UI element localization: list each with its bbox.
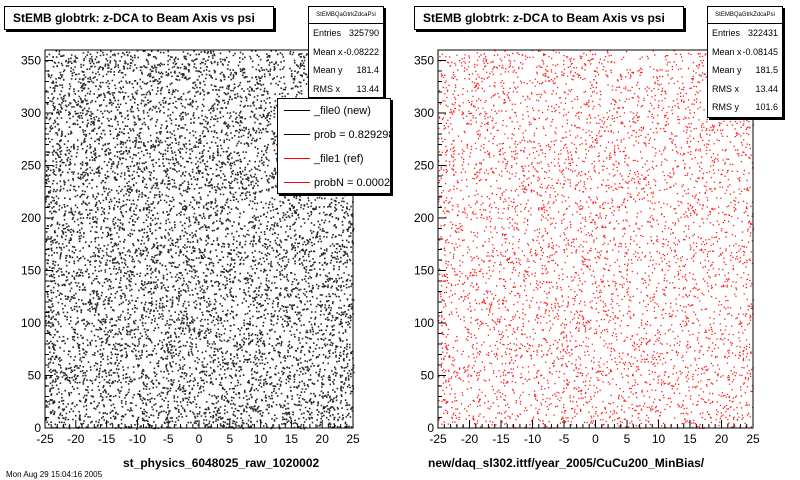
y-tick-label-0-1: 50: [28, 369, 42, 383]
x-tick-label-0-7: 10: [254, 432, 268, 446]
x-tick-label-1-8: 15: [683, 432, 697, 446]
y-tick-label-0-0: 0: [34, 421, 41, 435]
x-tick-label-0-0: -25: [36, 432, 54, 446]
x-tick-label-0-8: 15: [285, 432, 299, 446]
right-stats-meany-row: Mean y 181.5: [712, 65, 778, 75]
right-stats-entries-row: Entries 322431: [712, 28, 778, 38]
footer-timestamp: Mon Aug 29 15:04:16 2005: [6, 470, 103, 479]
legend-line-file1: [284, 158, 310, 159]
x-tick-label-1-9: 20: [715, 432, 729, 446]
legend-entry-file0: _file0 (new): [278, 99, 390, 123]
y-tick-label-0-2: 100: [21, 316, 41, 330]
y-tick-label-1-0: 0: [427, 421, 434, 435]
scatter-points-1: [438, 50, 755, 430]
right-stats-rmsy-row: RMS y 101.6: [712, 102, 778, 112]
x-tick-label-1-10: 25: [746, 432, 760, 446]
left-legend: _file0 (new) prob = 0.829298 _file1 (ref…: [277, 98, 391, 194]
left-chart-title: StEMB globtrk: z-DCA to Beam Axis vs psi: [4, 6, 274, 30]
x-tick-label-0-9: 20: [316, 432, 330, 446]
scatter-density-1: [438, 50, 755, 430]
x-tick-label-0-3: -10: [129, 432, 147, 446]
right-chart-title: StEMB globtrk: z-DCA to Beam Axis vs psi: [414, 6, 684, 30]
right-stats-meanx-row: Mean x -0.08145: [712, 46, 778, 57]
legend-label-prob: prob = 0.829298: [314, 129, 391, 141]
left-stats-entries-row: Entries 325790: [313, 28, 379, 38]
legend-entry-prob: prob = 0.829298: [278, 123, 390, 147]
left-x-axis-caption: st_physics_6048025_raw_1020002: [123, 456, 320, 470]
legend-label-file1: _file1 (ref): [314, 153, 364, 165]
y-tick-label-1-2: 100: [414, 316, 434, 330]
x-tick-label-0-4: -5: [163, 432, 174, 446]
x-tick-label-0-1: -20: [67, 432, 85, 446]
left-stats-name: StEMBQaGtrkZdcaPsi: [309, 7, 383, 24]
x-tick-label-1-2: -15: [492, 432, 510, 446]
legend-line-probn: [284, 182, 310, 183]
plot-area-1: [438, 50, 753, 428]
x-tick-label-0-5: 0: [196, 432, 203, 446]
y-tick-label-1-4: 200: [414, 211, 434, 225]
y-tick-label-0-6: 300: [21, 106, 41, 120]
left-stats-meany-row: Mean y 181.4: [313, 65, 379, 75]
right-stats-rmsx-row: RMS x 13.44: [712, 83, 778, 94]
legend-line-prob: [284, 134, 310, 135]
right-stats-box: StEMBQaGtrkZdcaPsi Entries 322431 Mean x-…: [707, 6, 783, 118]
y-tick-label-1-6: 300: [414, 106, 434, 120]
legend-label-probn: probN = 0.000294: [314, 177, 391, 189]
y-tick-label-1-1: 50: [421, 369, 435, 383]
x-tick-label-0-10: 25: [346, 432, 360, 446]
legend-entry-probn: probN = 0.000294: [278, 171, 391, 193]
right-stats-name: StEMBQaGtrkZdcaPsi: [708, 7, 782, 24]
right-x-axis-caption: new/daq_sl302.ittf/year_2005/CuCu200_Min…: [428, 456, 705, 470]
y-tick-label-1-7: 350: [414, 54, 434, 68]
x-tick-label-0-2: -15: [98, 432, 116, 446]
left-stats-meanx-row: Mean x -0.08222: [313, 46, 379, 57]
y-tick-label-0-4: 200: [21, 211, 41, 225]
y-tick-label-0-3: 150: [21, 264, 41, 278]
x-tick-label-1-0: -25: [429, 432, 447, 446]
left-stats-box: StEMBQaGtrkZdcaPsi Entries 325790 Mean x-…: [308, 6, 384, 98]
y-tick-label-0-7: 350: [21, 54, 41, 68]
y-tick-label-0-5: 250: [21, 159, 41, 173]
legend-label-file0: _file0 (new): [314, 105, 371, 117]
left-stats-rmsx-row: RMS x 13.44: [313, 83, 379, 94]
x-tick-label-1-5: 0: [592, 432, 599, 446]
y-tick-label-1-3: 150: [414, 264, 434, 278]
x-tick-label-1-3: -10: [524, 432, 542, 446]
x-tick-label-1-4: -5: [559, 432, 570, 446]
x-tick-label-1-1: -20: [461, 432, 479, 446]
legend-line-file0: [284, 110, 310, 111]
x-tick-label-0-6: 5: [226, 432, 233, 446]
x-tick-label-1-7: 10: [652, 432, 666, 446]
y-tick-label-1-5: 250: [414, 159, 434, 173]
x-tick-label-1-6: 5: [624, 432, 631, 446]
legend-entry-file1: _file1 (ref): [278, 147, 390, 171]
